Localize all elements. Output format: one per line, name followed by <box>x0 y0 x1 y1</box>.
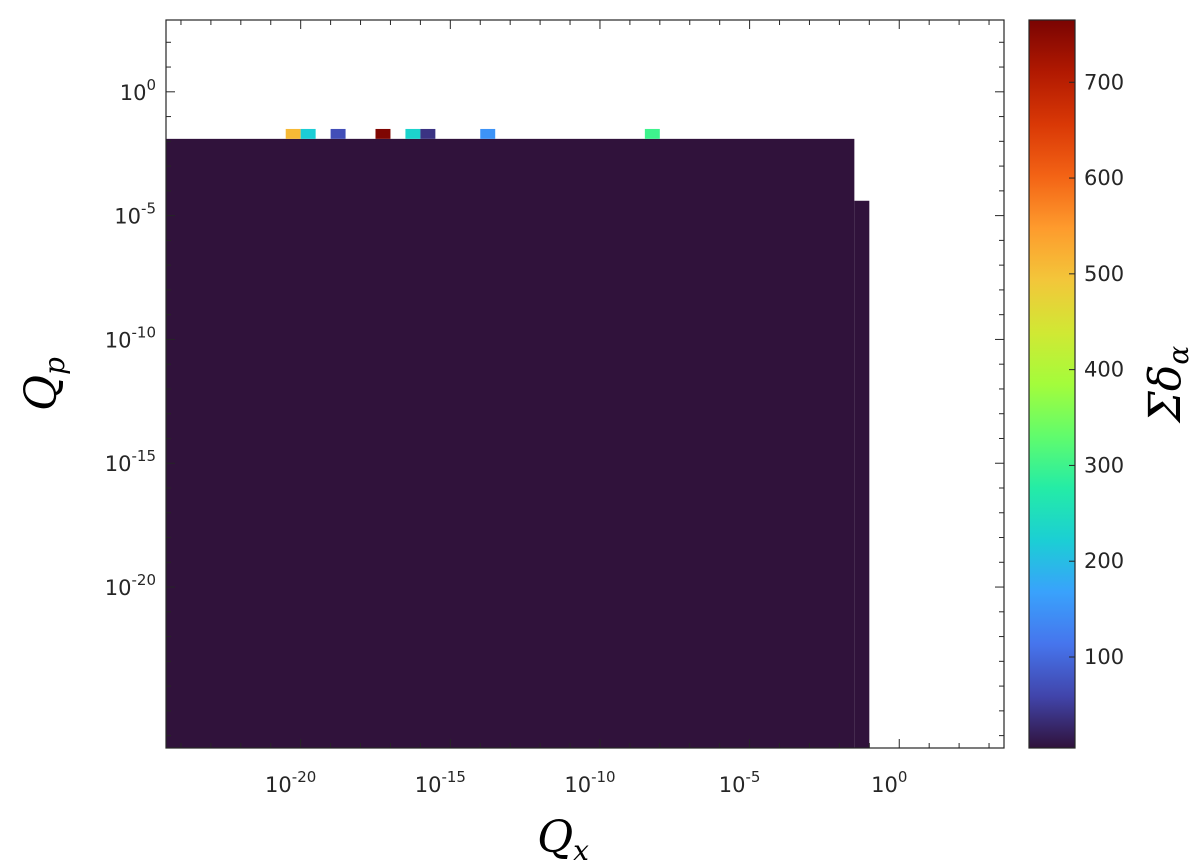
heatmap-cell <box>330 128 346 139</box>
y-tick-label-exponent: -10 <box>132 323 157 341</box>
colorbar-label: Σδα <box>1140 346 1195 425</box>
x-tick-label-exponent: -10 <box>591 768 616 786</box>
y-tick-label-base: 10 <box>105 452 132 476</box>
colorbar-label-sub: α <box>1162 346 1195 365</box>
x-tick-label-base: 10 <box>415 773 442 797</box>
x-axis: 10-20 10-15 10-10 10-5 100 <box>180 20 990 797</box>
y-tick-label-base: 10 <box>105 328 132 352</box>
x-axis-title-main: Q <box>537 812 573 863</box>
colorbar-tick-label: 600 <box>1084 166 1124 190</box>
y-tick-label-exponent: -15 <box>132 447 157 465</box>
y-tick-label-exponent: 0 <box>146 76 156 94</box>
heatmap-cell <box>300 128 316 139</box>
x-tick-label-exponent: -15 <box>441 768 466 786</box>
y-axis-title-sub: p <box>38 357 71 375</box>
colorbar-tick-label: 200 <box>1084 549 1124 573</box>
colorbar-label-main: Σδ <box>1140 365 1191 425</box>
heatmap-cells <box>166 128 870 748</box>
x-tick-label: 10-20 <box>265 768 316 797</box>
plot-frame <box>165 19 1005 749</box>
colorbar-fill <box>1029 20 1075 748</box>
x-tick-label-base: 10 <box>719 773 746 797</box>
y-tick-label-base: 10 <box>114 205 141 229</box>
heatmap-cell <box>420 128 436 139</box>
x-tick-label-exponent: 0 <box>898 768 908 786</box>
x-axis-title: Qx <box>537 812 589 866</box>
heatmap-cell <box>405 128 421 139</box>
heatmap-cell <box>166 138 855 748</box>
x-tick-label: 100 <box>871 768 907 797</box>
x-axis-title-sub: x <box>573 834 589 866</box>
x-tick-label-exponent: -20 <box>292 768 317 786</box>
heatmap-cell <box>480 128 496 139</box>
x-tick-label-base: 10 <box>871 773 898 797</box>
colorbar-tick-label: 400 <box>1084 358 1124 382</box>
y-axis-title: Qp <box>16 357 71 411</box>
y-axis-title-main: Q <box>16 375 67 411</box>
colorbar-tick-label: 300 <box>1084 453 1124 477</box>
y-tick-label: 10-5 <box>114 200 156 229</box>
colorbar-tick-label: 700 <box>1084 70 1124 94</box>
y-tick-label: 10-20 <box>105 571 156 600</box>
y-tick-label-base: 10 <box>120 81 147 105</box>
heatmap-cell <box>854 200 870 748</box>
x-tick-label-base: 10 <box>564 773 591 797</box>
heatmap-cell <box>644 128 660 139</box>
colorbar-tick-label: 100 <box>1084 645 1124 669</box>
colorbar-frame <box>1028 19 1076 749</box>
x-tick-label: 10-5 <box>719 768 761 797</box>
x-tick-label-base: 10 <box>265 773 292 797</box>
y-tick-label: 10-15 <box>105 447 156 476</box>
x-tick-label-exponent: -5 <box>745 768 760 786</box>
colorbar: 100 200 300 400 500 600 700 Σδα <box>1028 19 1195 749</box>
x-tick-label: 10-15 <box>415 768 466 797</box>
colorbar-tick-label: 500 <box>1084 262 1124 286</box>
heatmap-cell <box>285 128 301 139</box>
y-tick-label-exponent: -5 <box>141 200 156 218</box>
y-tick-label: 100 <box>120 76 156 105</box>
colorbar-ticks: 100 200 300 400 500 600 700 <box>1069 70 1124 669</box>
y-tick-label-base: 10 <box>105 576 132 600</box>
y-tick-label-exponent: -20 <box>132 571 157 589</box>
heatmap-cell <box>375 128 391 139</box>
y-tick-label: 10-10 <box>105 323 156 352</box>
x-tick-label: 10-10 <box>564 768 615 797</box>
